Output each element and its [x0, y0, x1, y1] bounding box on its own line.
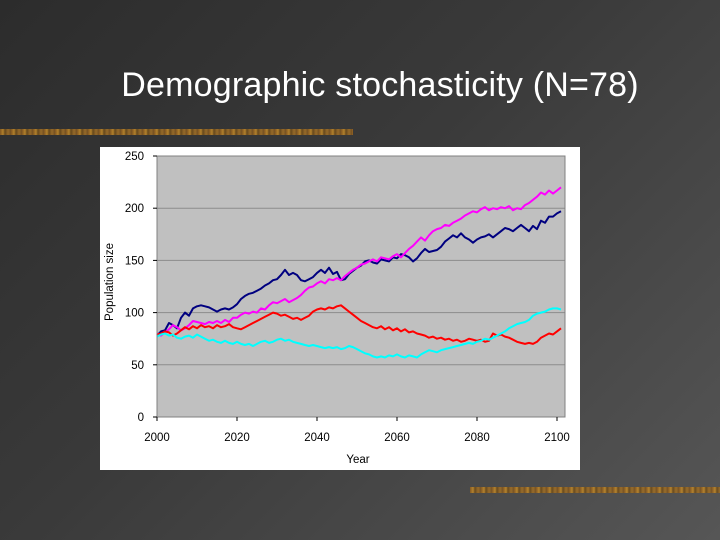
x-axis-ticks: 2000 2020 2040 2060 2080 2100 [144, 417, 570, 444]
series-layer [156, 186, 562, 359]
y-tick-label: 0 [138, 412, 144, 424]
x-axis-label: Year [346, 454, 369, 466]
plot-border [156, 155, 566, 418]
y-tick-label: 250 [125, 151, 144, 163]
x-tick-label: 2100 [544, 432, 570, 444]
x-tick-label: 2080 [464, 432, 490, 444]
population-line-chart: 0 50 100 150 200 250 2000 2020 2040 2060 2080 2100… [104, 151, 570, 466]
x-tick-label: 2040 [304, 432, 330, 444]
series-line-4 [156, 307, 562, 359]
y-tick-label: 50 [131, 360, 144, 372]
decorative-rule-top [0, 129, 353, 135]
y-tick-label: 150 [125, 255, 144, 267]
y-tick-label: 200 [125, 203, 144, 215]
y-axis-ticks: 0 50 100 150 200 250 [125, 151, 157, 424]
series-line-2 [156, 186, 562, 337]
series-line-3 [156, 304, 562, 345]
chart-container: 0 50 100 150 200 250 2000 2020 2040 2060 2080 2100… [100, 147, 580, 470]
y-tick-label: 100 [125, 308, 144, 320]
decorative-rule-bottom [470, 487, 720, 493]
x-tick-label: 2000 [144, 432, 170, 444]
y-axis-label: Population size [104, 243, 116, 321]
x-tick-label: 2060 [384, 432, 410, 444]
slide-title: Demographic stochasticity (N=78) [121, 66, 639, 104]
plot-area [157, 156, 565, 417]
x-tick-label: 2020 [224, 432, 250, 444]
